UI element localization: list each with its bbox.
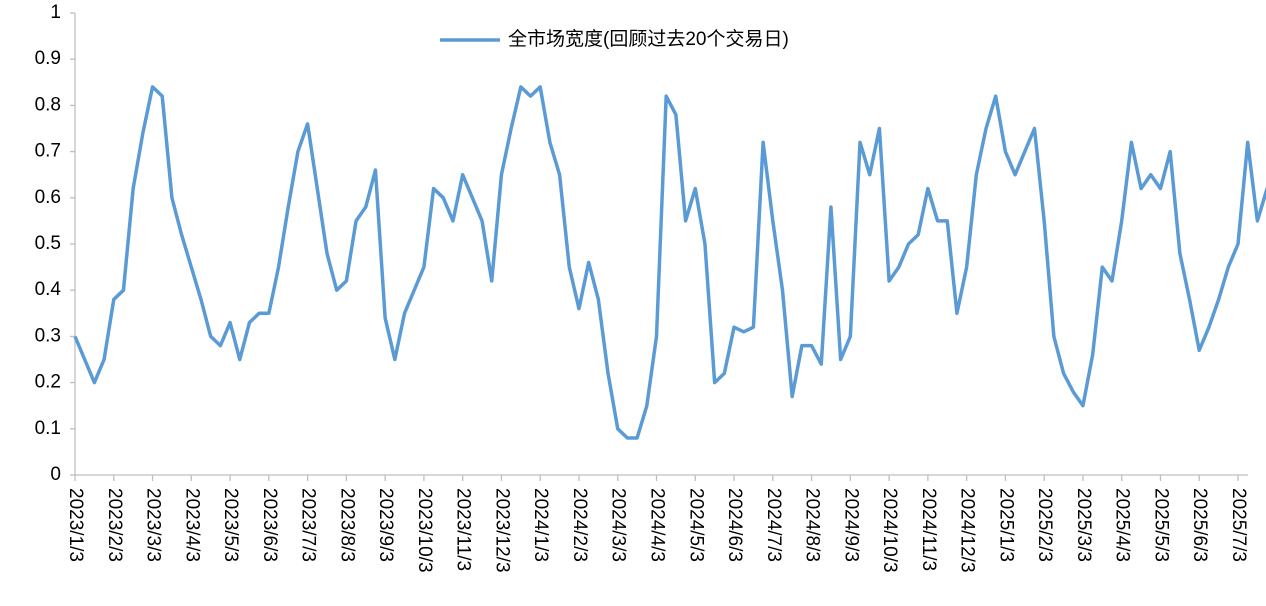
x-tick-label: 2024/7/3 (763, 488, 784, 562)
x-tick-label: 2023/3/3 (143, 488, 164, 562)
x-tick-label: 2025/2/3 (1034, 488, 1055, 562)
x-tick-label: 2024/1/3 (530, 488, 551, 562)
x-tick-label: 2024/10/3 (879, 488, 900, 573)
x-tick-label: 2023/9/3 (375, 488, 396, 562)
data-line (73, 85, 1266, 440)
x-tick-label: 2024/4/3 (646, 488, 667, 562)
x-tick-label: 2024/6/3 (724, 488, 745, 562)
x-tick-label: 2023/1/3 (65, 488, 86, 562)
x-tick-label: 2024/3/3 (608, 488, 629, 562)
x-tick-label: 2023/12/3 (491, 488, 512, 573)
y-tick-label: 0.2 (35, 372, 61, 393)
x-tick-label: 2024/11/3 (918, 488, 939, 571)
x-tick-label: 2025/1/3 (995, 488, 1016, 562)
y-tick-label: 1 (50, 2, 61, 23)
y-tick-label: 0.4 (35, 279, 62, 300)
y-tick-label: 0.8 (35, 94, 61, 115)
x-tick-label: 2025/4/3 (1112, 488, 1133, 562)
x-tick-label: 2023/2/3 (104, 488, 125, 562)
y-tick-label: 0.6 (35, 187, 61, 208)
x-tick-label: 2023/10/3 (414, 488, 435, 573)
x-tick-label: 2023/7/3 (298, 488, 319, 562)
x-tick-label: 2025/7/3 (1228, 488, 1249, 562)
x-tick-label: 2023/6/3 (259, 488, 280, 562)
x-tick-label: 2025/3/3 (1073, 488, 1094, 562)
legend-label: 全市场宽度(回顾过去20个交易日) (508, 28, 789, 50)
x-tick-label: 2024/8/3 (802, 488, 823, 562)
y-tick-label: 0.7 (35, 141, 61, 162)
y-tick-label: 0.5 (35, 233, 61, 254)
x-tick-label: 2024/2/3 (569, 488, 590, 562)
x-tick-label: 2024/9/3 (840, 488, 861, 562)
y-tick-label: 0.3 (35, 325, 61, 346)
y-tick-label: 0.1 (35, 418, 61, 439)
x-tick-label: 2023/5/3 (220, 488, 241, 562)
x-tick-label: 2025/5/3 (1150, 488, 1171, 562)
x-tick-label: 2024/12/3 (957, 488, 978, 573)
x-tick-label: 2025/6/3 (1189, 488, 1210, 562)
x-tick-label: 2023/11/3 (453, 488, 474, 571)
x-tick-label: 2023/8/3 (336, 488, 357, 562)
y-tick-label: 0 (50, 464, 61, 485)
x-tick-label: 2023/4/3 (181, 488, 202, 562)
y-tick-label: 0.9 (35, 48, 61, 69)
x-tick-label: 2024/5/3 (685, 488, 706, 562)
